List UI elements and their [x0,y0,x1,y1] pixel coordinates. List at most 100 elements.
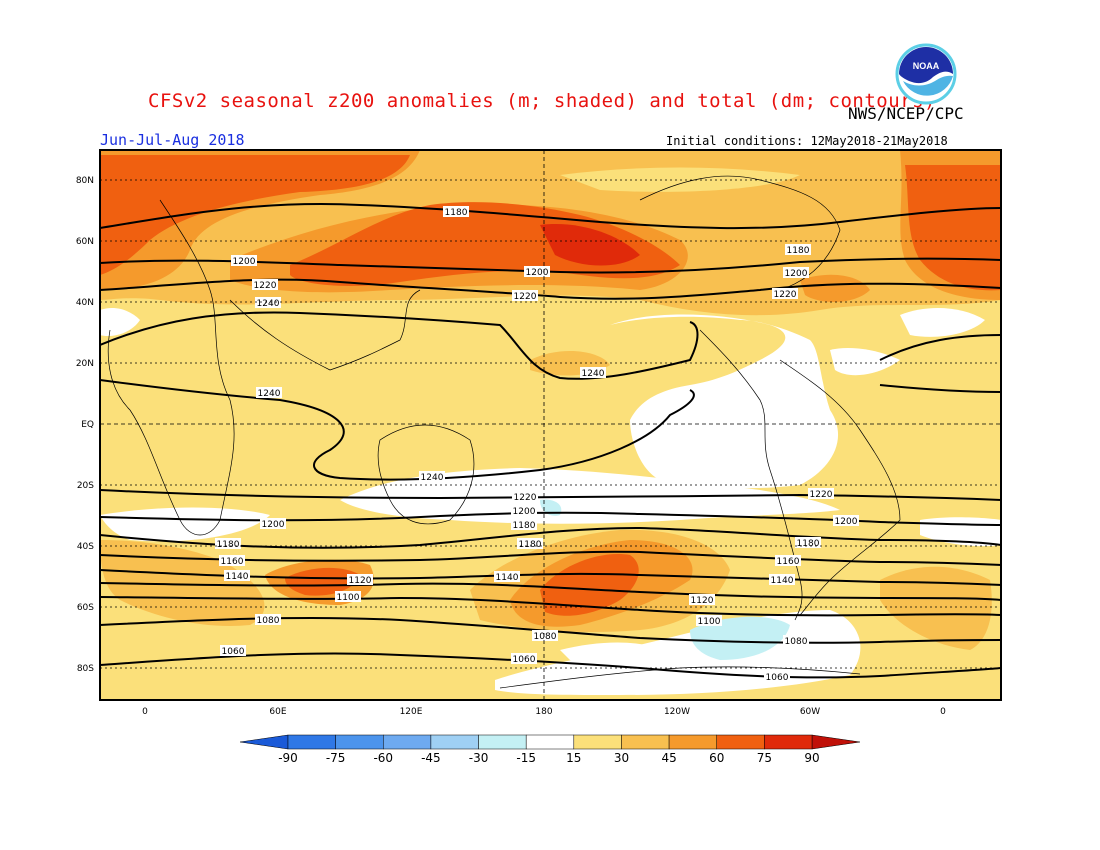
svg-text:1200: 1200 [513,507,536,517]
contour-label-s1240: 1240 [256,387,282,399]
contour-label-n1220b: 1220 [512,290,538,302]
svg-text:1120: 1120 [691,596,714,606]
contour-label-s1220b: 1220 [808,488,834,500]
colorbar-label: 75 [757,751,772,765]
colorbar-label: -30 [469,751,489,765]
svg-text:1180: 1180 [797,539,820,549]
anomaly-fill-spac-60-75 [540,554,639,616]
contour-label-s1220: 1220 [512,491,538,503]
contour-label-s1180c: 1180 [517,538,543,550]
colorbar-label: -90 [278,751,298,765]
contour-label-s1080b: 1080 [532,630,558,642]
colorbar-cell [287,734,336,750]
contour-label-s1200c: 1200 [833,515,859,527]
contour-label-s1080c: 1080 [783,635,809,647]
contour-label-s1120: 1120 [347,574,373,586]
coast-americas-east [779,359,901,616]
contour-s1240 [100,379,695,481]
lon-label-60e: 60E [269,707,286,717]
contour-label-s1060: 1060 [220,645,246,657]
contour-label-n1200: 1200 [231,255,257,267]
anomaly-fill-eu-60-75 [100,155,410,275]
coast-asia-south [229,289,421,371]
svg-text:1200: 1200 [785,269,808,279]
colorbar-label: -15 [516,751,536,765]
svg-text:1220: 1220 [514,493,537,503]
svg-text:1180: 1180 [787,246,810,256]
figure-title: CFSv2 seasonal z200 anomalies (m; shaded… [148,90,936,112]
shaded-anomalies [100,150,1001,700]
svg-text:1060: 1060 [222,647,245,657]
anomaly-fill-satl-30-45 [880,566,992,650]
colorbar-label: -45 [421,751,441,765]
svg-text:1240: 1240 [421,473,444,483]
contour-label-s1080: 1080 [255,614,281,626]
contour-n1240-b [879,334,1001,361]
contour-s1140 [100,569,1001,586]
colorbar-label: 45 [661,751,676,765]
contour-n1240-a [100,311,699,380]
contour-label-n1200b: 1200 [524,266,550,278]
svg-text:1080: 1080 [257,616,280,626]
svg-text:1200: 1200 [526,268,549,278]
anomaly-fill-asia-75-90 [540,224,640,266]
svg-text:1220: 1220 [254,281,277,291]
colorbar-cell [716,734,765,750]
lat-label-80s: 80S [77,664,94,674]
lat-label-eq: EQ [81,420,94,430]
contour-labels: 1180 1180 1200 1200 1200 1220 1220 1220 … [215,206,859,683]
season-label: Jun-Jul-Aug 2018 [100,131,245,149]
colorbar-cell [668,734,717,750]
svg-text:NOAA: NOAA [913,61,940,71]
colorbar-label: 15 [566,751,581,765]
latitude-axis: 80N 60N 40N 20N EQ 20S 40S 60S 80S [76,176,94,674]
svg-text:1200: 1200 [233,257,256,267]
svg-text:1120: 1120 [349,576,372,586]
svg-text:1220: 1220 [810,490,833,500]
anomaly-fill-na-45-60 [800,274,870,302]
lon-label-0-east: 0 [940,707,946,717]
colorbar-label: -75 [326,751,346,765]
contour-s1180 [100,526,1001,549]
contour-label-n1200c: 1200 [783,267,809,279]
colorbar-cell [335,734,384,750]
svg-text:1240: 1240 [258,389,281,399]
colorbar-cell [525,734,575,750]
contour-label-n1240b: 1240 [580,367,606,379]
contour-label-s1240b: 1240 [419,471,445,483]
longitude-axis: 0 60E 120E 180 120W 60W 0 [142,707,946,717]
contour-label-s1060b: 1060 [511,653,537,665]
colorbar-cell [383,734,432,750]
svg-text:1180: 1180 [445,208,468,218]
colorbar-label: -60 [373,751,393,765]
svg-text:1140: 1140 [226,572,249,582]
lat-label-40n: 40N [76,298,94,308]
coast-australia [377,424,475,525]
lat-label-60n: 60N [76,237,94,247]
anomaly-fill-antarctic-blue [690,616,790,660]
colorbar-cell [764,734,813,750]
svg-text:1080: 1080 [785,637,808,647]
svg-text:1060: 1060 [766,673,789,683]
colorbar-label: 30 [614,751,629,765]
lat-label-80n: 80N [76,176,94,186]
anomaly-fill-caribbean-white [830,348,900,376]
colorbar-cell [621,734,670,750]
lat-label-60s: 60S [77,603,94,613]
anomaly-fill-sio-60-75 [285,567,360,596]
lon-label-180: 180 [535,707,552,717]
map-frame [99,149,1002,701]
anomaly-fill-antarctic-white2 [560,642,660,663]
anomaly-fill-sio-white [100,507,270,542]
contour-label-s1100: 1100 [335,591,361,603]
contour-s1240-b [879,384,1001,393]
colorbar-left-arrow [239,734,289,750]
svg-text:1060: 1060 [513,655,536,665]
anomaly-fill-asia-60-75 [290,202,680,286]
contour-label-s1060c: 1060 [764,671,790,683]
contour-n1180 [100,203,1001,230]
svg-text:1080: 1080 [534,632,557,642]
anomaly-fill-sio-30-45 [100,540,265,626]
svg-text:1140: 1140 [771,576,794,586]
